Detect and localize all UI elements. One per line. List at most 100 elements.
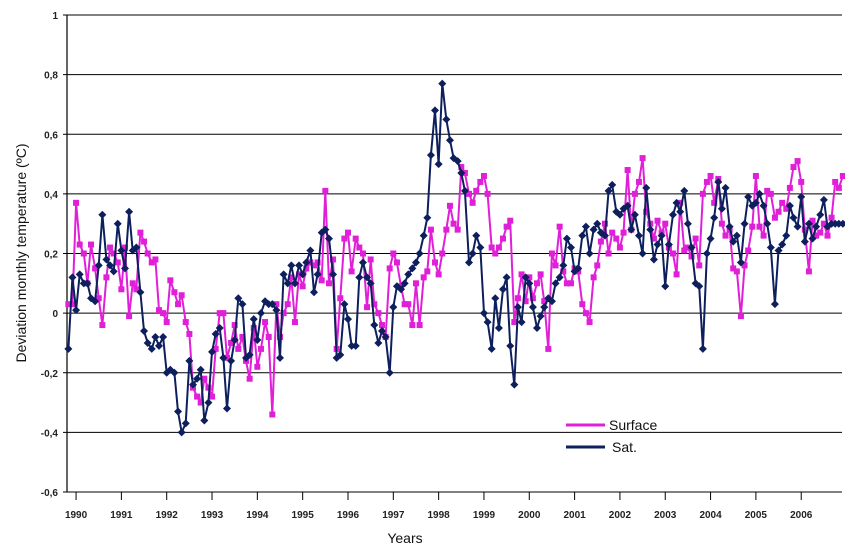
- data-point: [73, 199, 80, 206]
- data-point: [126, 313, 133, 320]
- y-tick-label: 0: [52, 309, 58, 320]
- data-point: [609, 229, 616, 236]
- data-point: [488, 244, 495, 251]
- data-point: [804, 219, 813, 228]
- data-point: [785, 201, 794, 210]
- data-point: [426, 151, 435, 160]
- data-point: [390, 250, 397, 257]
- data-point: [393, 259, 400, 266]
- x-tick-label: 2003: [654, 510, 677, 521]
- data-point: [132, 243, 141, 252]
- x-tick-label: 2005: [745, 510, 768, 521]
- data-point: [590, 274, 597, 281]
- x-tick-label: 2006: [790, 510, 813, 521]
- data-point: [517, 318, 526, 327]
- data-point: [343, 315, 352, 324]
- data-point: [487, 344, 496, 353]
- data-point: [220, 310, 227, 317]
- data-point: [302, 258, 311, 267]
- data-point: [75, 270, 84, 279]
- data-point: [718, 220, 725, 227]
- data-point: [458, 164, 465, 171]
- data-point: [125, 207, 134, 216]
- data-point: [265, 333, 272, 340]
- data-point: [159, 332, 168, 341]
- data-point: [646, 225, 655, 234]
- data-point: [548, 250, 555, 257]
- data-point: [581, 222, 590, 231]
- data-point: [324, 234, 333, 243]
- data-point: [431, 106, 440, 115]
- data-point: [733, 268, 740, 275]
- series-sat: [64, 79, 845, 437]
- data-point: [805, 268, 812, 275]
- data-point: [160, 310, 167, 317]
- x-tick-label: 1998: [428, 510, 451, 521]
- data-point: [151, 332, 160, 341]
- data-point: [639, 155, 646, 162]
- data-point: [631, 190, 638, 197]
- data-point: [668, 210, 677, 219]
- data-point: [605, 250, 612, 257]
- y-tick-label: 0,8: [44, 71, 58, 82]
- data-point: [377, 327, 386, 336]
- data-point: [239, 333, 246, 340]
- data-point: [513, 303, 522, 312]
- x-tick-label: 1996: [337, 510, 360, 521]
- data-point: [468, 249, 477, 258]
- data-point: [201, 375, 208, 382]
- data-point: [290, 279, 299, 288]
- x-tick-label: 1994: [246, 510, 269, 521]
- data-point: [721, 183, 730, 192]
- data-point: [211, 329, 220, 338]
- data-point: [800, 237, 809, 246]
- data-point: [537, 271, 544, 278]
- data-point: [254, 363, 261, 370]
- data-point: [273, 301, 280, 308]
- data-point: [136, 288, 145, 297]
- data-point: [616, 244, 623, 251]
- x-tick-label: 1999: [473, 510, 496, 521]
- data-point: [585, 249, 594, 258]
- x-tick-label: 2002: [609, 510, 632, 521]
- data-point: [730, 265, 737, 272]
- data-point: [760, 232, 767, 239]
- grid-lines: [63, 14, 842, 493]
- data-point: [698, 344, 707, 353]
- data-series: [64, 79, 845, 437]
- data-point: [313, 270, 322, 279]
- data-point: [499, 235, 506, 242]
- data-point: [547, 297, 556, 306]
- data-point: [358, 258, 367, 267]
- data-point: [94, 261, 103, 270]
- data-point: [280, 310, 287, 317]
- data-point: [230, 335, 239, 344]
- data-point: [608, 180, 617, 189]
- data-point: [732, 231, 741, 240]
- data-point: [299, 283, 306, 290]
- data-point: [533, 280, 540, 287]
- data-point: [152, 256, 159, 263]
- data-point: [672, 198, 681, 207]
- data-point: [171, 289, 178, 296]
- data-point: [756, 223, 763, 230]
- data-point: [272, 306, 281, 315]
- data-point: [371, 301, 378, 308]
- data-point: [835, 184, 842, 191]
- data-point: [819, 195, 828, 204]
- data-point: [196, 365, 205, 374]
- legend: Surface Sat.: [566, 417, 657, 455]
- y-tick-label: 1: [52, 11, 58, 22]
- data-point: [257, 345, 264, 352]
- data-point: [279, 270, 288, 279]
- data-point: [181, 419, 190, 428]
- data-point: [408, 264, 417, 273]
- data-point: [783, 205, 790, 212]
- data-point: [702, 249, 711, 258]
- data-point: [466, 190, 473, 197]
- data-point: [174, 407, 183, 416]
- data-point: [122, 244, 129, 251]
- data-point: [749, 223, 756, 230]
- data-point: [65, 301, 72, 308]
- data-point: [498, 285, 507, 294]
